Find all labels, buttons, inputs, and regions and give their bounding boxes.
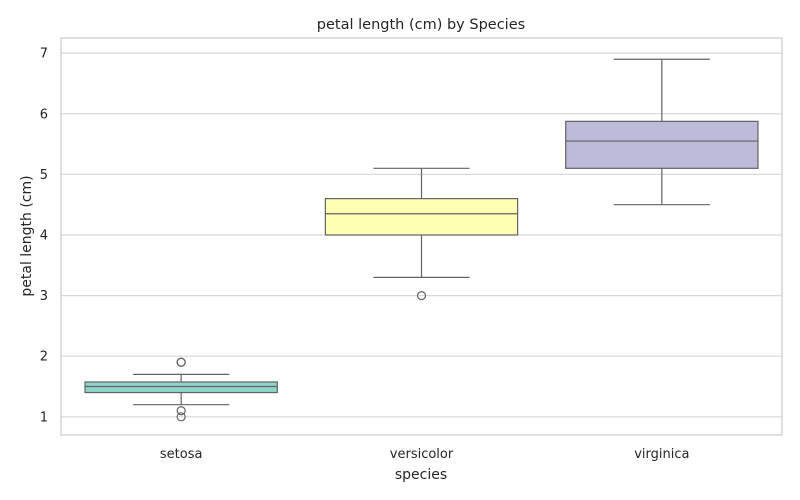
outlier-point [176,357,186,367]
x-tick-labels: setosa versicolor virginica [160,447,690,462]
outlier-point [176,406,186,416]
box-group-setosa [84,357,278,422]
y-tick-label: 3 [40,289,48,304]
y-tick-label: 2 [40,350,48,365]
outlier-point [176,412,186,422]
box-plot-boxes [84,58,759,422]
y-tick-label: 1 [40,410,48,425]
iqr-box [565,120,759,169]
y-tick-label: 6 [40,107,48,122]
plot-frame [60,37,783,436]
outlier-point [416,290,427,301]
y-tick-labels: 1 2 3 4 5 6 7 [40,47,48,426]
box-group-versicolor [324,167,519,301]
y-tick-label: 7 [40,47,48,62]
x-tick-label-setosa: setosa [160,447,203,462]
chart-title: petal length (cm) by Species [317,17,525,33]
box-group-virginica [565,58,759,206]
x-tick-label-versicolor: versicolor [390,447,454,462]
iqr-box [324,198,519,236]
y-tick-label: 4 [40,228,48,243]
y-tick-label: 5 [40,168,48,183]
x-axis-label: species [395,467,447,483]
iqr-box [84,381,278,394]
y-axis-label: petal length (cm) [19,175,35,296]
x-tick-label-virginica: virginica [634,447,689,462]
